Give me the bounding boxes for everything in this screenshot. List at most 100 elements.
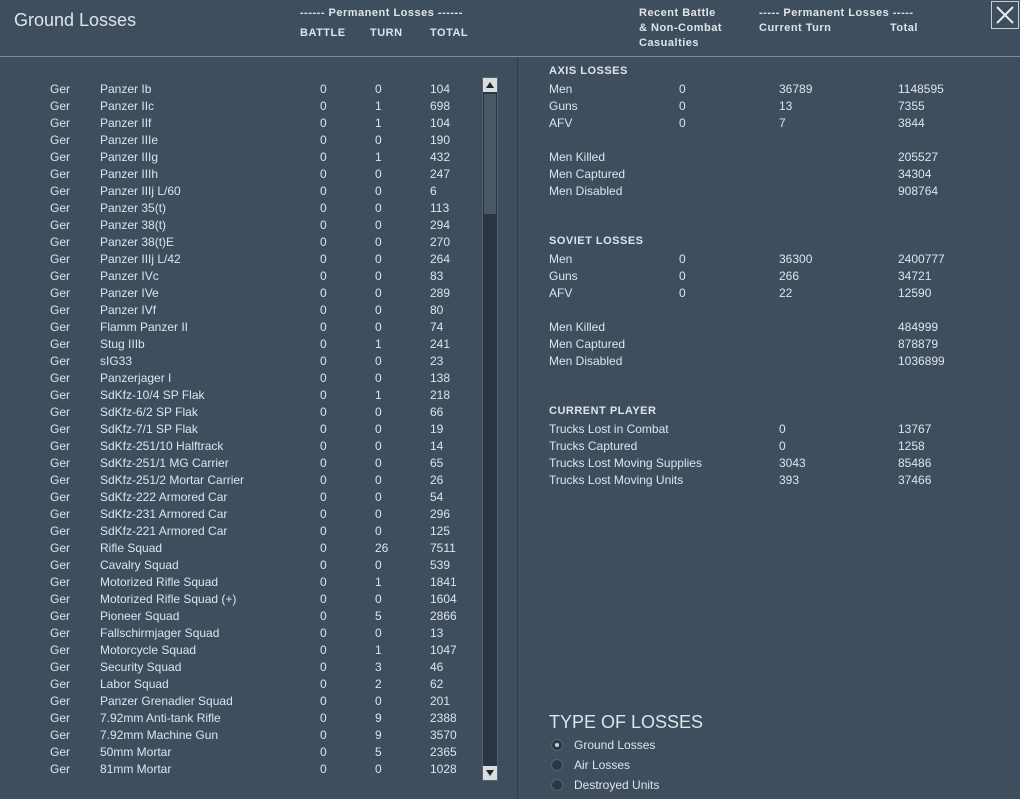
loss-count: 190 — [430, 133, 451, 147]
loss-label: Men — [549, 82, 573, 96]
unit-name: Panzerjager I — [100, 371, 172, 385]
loss-count: 104 — [430, 116, 451, 130]
scrollbar[interactable] — [482, 77, 498, 781]
unit-name: Panzer IIf — [100, 116, 152, 130]
unit-name: Motorized Rifle Squad — [100, 575, 219, 589]
loss-value: 266 — [779, 269, 800, 283]
unit-name: SdKfz-7/1 SP Flak — [100, 422, 198, 436]
loss-count: 2388 — [430, 711, 457, 725]
radio-label[interactable]: Destroyed Units — [574, 778, 660, 792]
loss-count: 0 — [375, 218, 382, 232]
section-title: AXIS LOSSES — [549, 65, 628, 77]
loss-count: 83 — [430, 269, 444, 283]
loss-count: 0 — [320, 218, 327, 232]
loss-count: 0 — [320, 82, 327, 96]
unit-name: SdKfz-6/2 SP Flak — [100, 405, 198, 419]
nation: Ger — [50, 524, 71, 538]
unit-name: SdKfz-251/1 MG Carrier — [100, 456, 229, 470]
unit-name: Cavalry Squad — [100, 558, 179, 572]
loss-count: 0 — [375, 286, 382, 300]
nation: Ger — [50, 762, 71, 776]
nation: Ger — [50, 541, 71, 555]
loss-count: 0 — [320, 116, 327, 130]
radio-button[interactable] — [551, 739, 563, 751]
unit-name: Panzer 38(t)E — [100, 235, 175, 249]
unit-name: Panzer 35(t) — [100, 201, 167, 215]
loss-count: 0 — [320, 439, 327, 453]
loss-count: 125 — [430, 524, 451, 538]
unit-name: 7.92mm Machine Gun — [100, 728, 219, 742]
column-header: Current Turn — [759, 22, 832, 34]
loss-count: 0 — [320, 269, 327, 283]
column-header: BATTLE — [300, 27, 346, 39]
unit-name: SdKfz-251/10 Halftrack — [100, 439, 224, 453]
options-title: TYPE OF LOSSES — [549, 712, 704, 732]
loss-count: 0 — [375, 82, 382, 96]
nation: Ger — [50, 575, 71, 589]
panel-divider — [517, 57, 518, 799]
close-button[interactable] — [991, 1, 1019, 29]
loss-count: 0 — [320, 524, 327, 538]
nation: Ger — [50, 337, 71, 351]
loss-value: 0 — [679, 99, 686, 113]
nation: Ger — [50, 694, 71, 708]
unit-name: SdKfz-222 Armored Car — [100, 490, 228, 504]
loss-count: 539 — [430, 558, 451, 572]
loss-count: 0 — [320, 762, 327, 776]
loss-count: 104 — [430, 82, 451, 96]
summary-label: Men Captured — [549, 167, 626, 181]
section-title: SOVIET LOSSES — [549, 235, 644, 247]
scroll-thumb[interactable] — [484, 94, 496, 214]
radio-label[interactable]: Ground Losses — [574, 738, 656, 752]
loss-value: 36300 — [779, 252, 813, 266]
radio-button[interactable] — [551, 759, 563, 771]
unit-name: Panzer IIIj L/60 — [100, 184, 181, 198]
nation: Ger — [50, 133, 71, 147]
unit-name: Stug IIIb — [100, 337, 145, 351]
column-group: ----- Permanent Losses ----- — [759, 7, 914, 19]
loss-count: 113 — [430, 201, 450, 215]
nation: Ger — [50, 592, 71, 606]
radio-button[interactable] — [551, 779, 563, 791]
loss-count: 9 — [375, 728, 382, 742]
unit-name: Panzer Ib — [100, 82, 152, 96]
unit-name: SdKfz-10/4 SP Flak — [100, 388, 205, 402]
loss-count: 1 — [375, 388, 382, 402]
loss-count: 13 — [430, 626, 444, 640]
section-title: CURRENT PLAYER — [549, 405, 657, 417]
column-header: Total — [890, 22, 918, 34]
unit-name: Flamm Panzer II — [100, 320, 189, 334]
loss-value: 2400777 — [898, 252, 945, 266]
nation: Ger — [50, 99, 71, 113]
truck-value: 0 — [779, 439, 786, 453]
loss-count: 1 — [375, 337, 382, 351]
summary-label: Men Captured — [549, 337, 626, 351]
summary-value: 484999 — [898, 320, 939, 334]
truck-value: 85486 — [898, 456, 932, 470]
summary-label: Men Disabled — [549, 184, 623, 198]
column-header: TOTAL — [430, 27, 469, 39]
unit-name: SdKfz-231 Armored Car — [100, 507, 228, 521]
nation: Ger — [50, 167, 71, 181]
loss-count: 0 — [375, 456, 382, 470]
loss-count: 7511 — [430, 541, 456, 555]
unit-name: Panzer IIIh — [100, 167, 159, 181]
unit-name: 81mm Mortar — [100, 762, 172, 776]
scroll-down[interactable] — [483, 766, 497, 780]
loss-count: 0 — [320, 422, 327, 436]
loss-count: 0 — [375, 524, 382, 538]
loss-count: 0 — [375, 626, 382, 640]
loss-value: 7 — [779, 116, 786, 130]
unit-name: SdKfz-251/2 Mortar Carrier — [100, 473, 245, 487]
loss-count: 296 — [430, 507, 451, 521]
nation: Ger — [50, 269, 71, 283]
unit-name: 7.92mm Anti-tank Rifle — [100, 711, 221, 725]
radio-label[interactable]: Air Losses — [574, 758, 631, 772]
loss-count: 26 — [375, 541, 389, 555]
scroll-up[interactable] — [483, 78, 497, 92]
loss-count: 0 — [375, 762, 382, 776]
loss-count: 62 — [430, 677, 444, 691]
nation: Ger — [50, 711, 71, 725]
loss-count: 0 — [375, 473, 382, 487]
truck-label: Trucks Lost Moving Units — [549, 473, 684, 487]
